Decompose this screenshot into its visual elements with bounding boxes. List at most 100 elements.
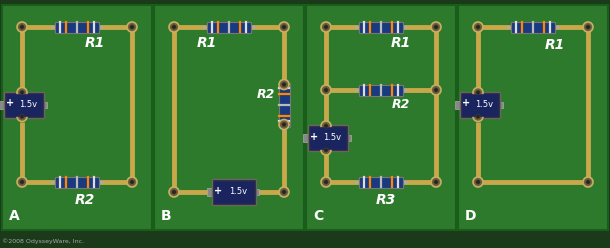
Bar [212, 179, 256, 205]
Circle shape [431, 85, 441, 95]
Bar [6, 93, 42, 116]
Circle shape [583, 22, 593, 32]
Text: ©2008 OdysseyWare, Inc.: ©2008 OdysseyWare, Inc. [2, 238, 84, 244]
Circle shape [321, 177, 331, 187]
Circle shape [431, 22, 441, 32]
Circle shape [130, 25, 134, 29]
Text: R1: R1 [85, 36, 105, 50]
Circle shape [172, 25, 176, 29]
Circle shape [17, 88, 27, 97]
Bar [4, 92, 44, 118]
Circle shape [324, 88, 328, 92]
Circle shape [586, 180, 590, 184]
Circle shape [324, 25, 328, 29]
Circle shape [476, 25, 480, 29]
Circle shape [20, 114, 24, 119]
Bar [303, 134, 309, 142]
Bar [0, 100, 5, 109]
Circle shape [17, 177, 27, 187]
Text: 1.5v: 1.5v [229, 187, 247, 196]
Text: R2: R2 [257, 88, 275, 101]
Text: C: C [313, 209, 323, 223]
Bar [499, 101, 503, 107]
Text: R1: R1 [197, 36, 217, 50]
Circle shape [321, 22, 331, 32]
Circle shape [282, 82, 286, 87]
Bar [347, 135, 351, 141]
Text: R1: R1 [391, 36, 411, 50]
Text: B: B [161, 209, 171, 223]
Text: +: + [214, 186, 222, 196]
Bar [462, 93, 498, 116]
Bar [43, 101, 47, 107]
Circle shape [127, 177, 137, 187]
Bar [55, 177, 99, 187]
Circle shape [279, 120, 289, 129]
Text: R1: R1 [545, 38, 565, 52]
Circle shape [279, 80, 289, 90]
Text: 1.5v: 1.5v [323, 133, 341, 143]
Bar [455, 100, 461, 109]
Bar [207, 188, 213, 196]
Circle shape [583, 177, 593, 187]
Text: R2: R2 [392, 97, 410, 111]
Circle shape [473, 22, 483, 32]
Bar [511, 22, 555, 32]
Circle shape [434, 88, 438, 92]
Bar [55, 22, 99, 32]
Bar [279, 83, 290, 126]
Circle shape [476, 114, 480, 119]
Text: R2: R2 [75, 193, 95, 207]
Text: R3: R3 [376, 193, 396, 207]
Bar [306, 5, 456, 230]
Bar [460, 92, 500, 118]
Text: +: + [310, 132, 318, 142]
Circle shape [431, 177, 441, 187]
Text: D: D [465, 209, 476, 223]
Circle shape [321, 145, 331, 155]
Circle shape [172, 190, 176, 194]
Bar [310, 127, 346, 149]
Circle shape [434, 25, 438, 29]
Circle shape [130, 180, 134, 184]
Bar [255, 189, 259, 195]
Circle shape [473, 177, 483, 187]
Bar [359, 22, 403, 32]
Bar [214, 181, 254, 203]
Circle shape [476, 180, 480, 184]
Circle shape [17, 22, 27, 32]
Circle shape [17, 112, 27, 122]
Circle shape [324, 148, 328, 152]
Text: 1.5v: 1.5v [19, 100, 37, 109]
Bar [359, 177, 403, 187]
Circle shape [169, 187, 179, 197]
Circle shape [473, 112, 483, 122]
Circle shape [20, 25, 24, 29]
Circle shape [169, 22, 179, 32]
Circle shape [127, 22, 137, 32]
Bar [207, 22, 251, 32]
Bar [154, 5, 304, 230]
Circle shape [473, 88, 483, 97]
Circle shape [279, 187, 289, 197]
Circle shape [321, 85, 331, 95]
Text: +: + [6, 98, 14, 109]
Text: A: A [9, 209, 20, 223]
Circle shape [324, 180, 328, 184]
Bar [2, 5, 152, 230]
Text: 1.5v: 1.5v [475, 100, 493, 109]
Circle shape [434, 180, 438, 184]
Circle shape [321, 121, 331, 131]
Circle shape [20, 180, 24, 184]
Bar [458, 5, 608, 230]
Circle shape [279, 22, 289, 32]
Circle shape [324, 124, 328, 128]
Circle shape [476, 91, 480, 94]
Circle shape [282, 190, 286, 194]
Circle shape [282, 25, 286, 29]
Circle shape [282, 123, 286, 126]
Bar [359, 85, 403, 95]
Text: +: + [462, 98, 470, 109]
Bar [308, 125, 348, 151]
Circle shape [586, 25, 590, 29]
